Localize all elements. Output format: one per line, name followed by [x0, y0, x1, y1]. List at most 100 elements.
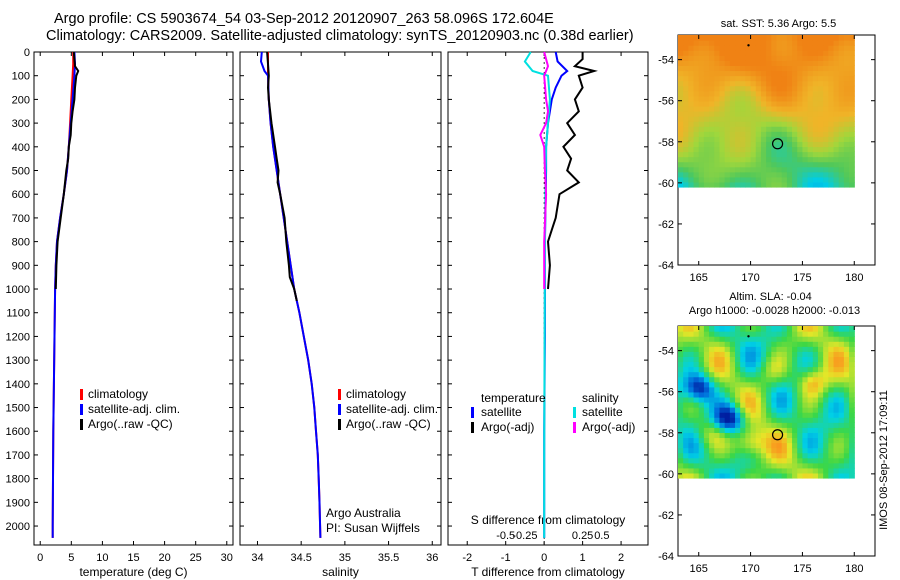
map-cell	[724, 146, 731, 153]
map-cell	[740, 55, 746, 61]
map-cell	[828, 462, 835, 469]
map-cell	[703, 176, 710, 183]
map-cell	[771, 356, 778, 363]
map-cell	[698, 141, 705, 148]
map-cell	[709, 412, 715, 418]
map-cell	[781, 45, 788, 51]
map-cell	[745, 161, 752, 168]
map-cell	[693, 100, 700, 107]
map-cell	[849, 40, 855, 46]
map-cell	[735, 176, 741, 183]
map-cell	[771, 141, 778, 148]
map-cell	[786, 161, 793, 168]
map-cell	[714, 376, 721, 383]
map-cell	[766, 70, 772, 77]
map-cell	[755, 70, 762, 77]
map-cell	[776, 65, 783, 72]
map-cell	[817, 40, 824, 46]
map-cell	[693, 45, 700, 51]
map-cell	[703, 90, 710, 97]
map-cell	[750, 437, 757, 444]
map-cell	[776, 341, 783, 347]
map-cell	[745, 60, 752, 66]
map-cell	[740, 95, 746, 102]
map-cell	[755, 341, 762, 347]
map-cell	[750, 105, 757, 112]
map-cell	[833, 105, 840, 112]
map-cell	[849, 437, 855, 444]
map-cell	[683, 336, 689, 342]
map-cell	[678, 331, 684, 337]
map-cell	[698, 407, 705, 413]
map-cell	[719, 331, 726, 337]
map-cell	[797, 341, 804, 347]
map-cell	[683, 371, 689, 378]
map-cell	[735, 70, 741, 77]
map-cell	[817, 437, 824, 444]
map-cell	[714, 361, 721, 368]
map-cell	[771, 336, 778, 342]
map-cell	[719, 126, 726, 132]
series-line-2	[523, 51, 551, 538]
map-cell	[698, 176, 705, 183]
map-cell	[760, 432, 767, 439]
map-cell	[693, 376, 700, 383]
map-cell	[771, 131, 778, 137]
map-cell	[755, 126, 762, 132]
map-cell	[802, 366, 809, 373]
map-cell	[714, 35, 721, 41]
map-cell	[760, 341, 767, 347]
map-cell	[755, 417, 762, 423]
map-cell	[838, 442, 845, 449]
map-cell	[812, 396, 819, 403]
map-cell	[750, 341, 757, 347]
map-cell	[729, 181, 736, 188]
map-cell	[797, 376, 804, 383]
map-cell	[797, 401, 804, 408]
map-cell	[760, 457, 767, 464]
map-cell	[776, 386, 783, 393]
map-cell	[792, 457, 798, 464]
map-cell	[724, 65, 731, 72]
map-cell	[786, 417, 793, 423]
map-cell	[843, 437, 850, 444]
map-cell	[828, 161, 835, 168]
map-cell	[698, 442, 705, 449]
map-cell	[771, 65, 778, 72]
map-cell	[823, 156, 829, 163]
map-cell	[823, 136, 829, 142]
map-cell	[781, 146, 788, 153]
map-cell	[709, 391, 715, 398]
map-cell	[760, 437, 767, 444]
map-cell	[703, 70, 710, 77]
map-cell	[683, 116, 689, 122]
map-cell	[838, 60, 845, 66]
map-cell	[849, 146, 855, 153]
map-cell	[766, 457, 772, 464]
map-cell	[750, 55, 757, 61]
map-cell	[797, 146, 804, 153]
map-cell	[724, 391, 731, 398]
map-cell	[849, 331, 855, 337]
map-cell	[849, 85, 855, 92]
map-cell	[719, 447, 726, 454]
map-cell	[693, 161, 700, 168]
map-cell	[849, 432, 855, 439]
map-cell	[688, 151, 695, 158]
map-cell	[735, 166, 741, 173]
map-cell	[709, 371, 715, 378]
map-cell	[683, 156, 689, 163]
map-cell	[823, 126, 829, 132]
map-cell	[703, 472, 710, 479]
map-cell	[709, 156, 715, 163]
map-cell	[823, 95, 829, 102]
plot-frame	[33, 51, 234, 546]
map-cell	[740, 141, 746, 148]
map-cell	[849, 386, 855, 393]
map-cell	[740, 442, 746, 449]
map-cell	[729, 412, 736, 418]
map-cell	[740, 472, 746, 479]
map-cell	[843, 176, 850, 183]
map-cell	[688, 346, 695, 352]
map-cell	[843, 75, 850, 82]
